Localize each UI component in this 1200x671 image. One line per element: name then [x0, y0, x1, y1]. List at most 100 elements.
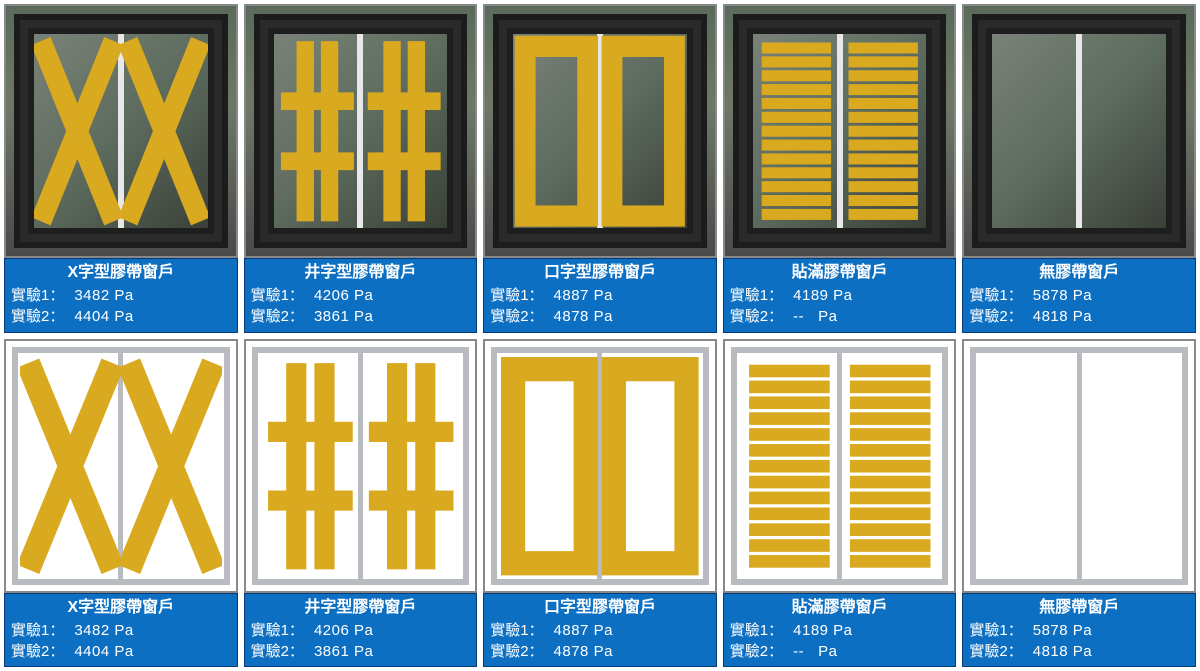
- cell-schem-full: 貼滿膠帶窗戶 實驗1： 4189 Pa 實驗2： -- Pa: [723, 339, 957, 668]
- schematic-center-mullion: [358, 353, 363, 579]
- cell-schem-x: X字型膠帶窗戶 實驗1： 3482 Pa 實驗2： 4404 Pa: [4, 339, 238, 668]
- experiment-1-row: 實驗1： 5878 Pa: [969, 621, 1189, 641]
- experiment-2-value: -- Pa: [793, 642, 837, 662]
- cell-schem-grid: 井字型膠帶窗戶 實驗1： 4206 Pa 實驗2： 3861 Pa: [244, 339, 478, 668]
- experiment-2-label: 實驗2：: [490, 642, 543, 662]
- cell-photo-none: 無膠帶窗戶 實驗1： 5878 Pa 實驗2： 4818 Pa: [962, 4, 1196, 333]
- experiment-1-row: 實驗1： 3482 Pa: [11, 621, 231, 641]
- experiment-2-label: 實驗2：: [11, 642, 64, 662]
- experiment-2-value: 4878 Pa: [554, 642, 613, 662]
- experiment-1-value: 5878 Pa: [1033, 286, 1092, 306]
- experiment-2-label: 實驗2：: [730, 642, 783, 662]
- cell-schem-box: 口字型膠帶窗戶 實驗1： 4887 Pa 實驗2： 4878 Pa: [483, 339, 717, 668]
- caption-title: 口字型膠帶窗戶: [490, 597, 710, 619]
- caption-title: 貼滿膠帶窗戶: [730, 262, 950, 284]
- experiment-1-row: 實驗1： 4206 Pa: [251, 286, 471, 306]
- caption-title: 口字型膠帶窗戶: [490, 262, 710, 284]
- caption-title: X字型膠帶窗戶: [11, 262, 231, 284]
- caption-photo-grid: 井字型膠帶窗戶 實驗1： 4206 Pa 實驗2： 3861 Pa: [244, 258, 478, 332]
- experiment-2-value: 3861 Pa: [314, 642, 373, 662]
- experiment-1-label: 實驗1：: [11, 621, 64, 641]
- caption-title: X字型膠帶窗戶: [11, 597, 231, 619]
- window-schem-full: [723, 339, 957, 593]
- caption-schem-full: 貼滿膠帶窗戶 實驗1： 4189 Pa 實驗2： -- Pa: [723, 593, 957, 667]
- experiment-2-value: 4404 Pa: [74, 307, 133, 327]
- experiment-1-label: 實驗1：: [969, 286, 1022, 306]
- experiment-2-label: 實驗2：: [730, 307, 783, 327]
- experiment-1-label: 實驗1：: [730, 286, 783, 306]
- experiment-2-label: 實驗2：: [251, 307, 304, 327]
- experiment-2-row: 實驗2： 4818 Pa: [969, 307, 1189, 327]
- experiment-2-row: 實驗2： 3861 Pa: [251, 307, 471, 327]
- photo-center-mullion: [118, 34, 124, 228]
- experiment-1-label: 實驗1：: [251, 286, 304, 306]
- caption-photo-full: 貼滿膠帶窗戶 實驗1： 4189 Pa 實驗2： -- Pa: [723, 258, 957, 332]
- experiment-1-value: 5878 Pa: [1033, 621, 1092, 641]
- diagram-grid: X字型膠帶窗戶 實驗1： 3482 Pa 實驗2： 4404 Pa 井字型膠帶窗…: [0, 0, 1200, 671]
- schematic-center-mullion: [837, 353, 842, 579]
- photo-center-mullion: [837, 34, 843, 228]
- experiment-2-label: 實驗2：: [490, 307, 543, 327]
- experiment-2-value: 4818 Pa: [1033, 642, 1092, 662]
- experiment-1-value: 3482 Pa: [74, 286, 133, 306]
- window-schem-grid: [244, 339, 478, 593]
- caption-schem-none: 無膠帶窗戶 實驗1： 5878 Pa 實驗2： 4818 Pa: [962, 593, 1196, 667]
- experiment-2-value: 4818 Pa: [1033, 307, 1092, 327]
- window-photo-grid: [244, 4, 478, 258]
- experiment-1-row: 實驗1： 5878 Pa: [969, 286, 1189, 306]
- schematic-center-mullion: [1077, 353, 1082, 579]
- experiment-2-row: 實驗2： -- Pa: [730, 307, 950, 327]
- experiment-2-row: 實驗2： 4818 Pa: [969, 642, 1189, 662]
- experiment-1-row: 實驗1： 4206 Pa: [251, 621, 471, 641]
- caption-schem-x: X字型膠帶窗戶 實驗1： 3482 Pa 實驗2： 4404 Pa: [4, 593, 238, 667]
- schematic-center-mullion: [597, 353, 602, 579]
- experiment-2-value: -- Pa: [793, 307, 837, 327]
- caption-schem-box: 口字型膠帶窗戶 實驗1： 4887 Pa 實驗2： 4878 Pa: [483, 593, 717, 667]
- experiment-1-row: 實驗1： 4189 Pa: [730, 286, 950, 306]
- experiment-1-label: 實驗1：: [490, 621, 543, 641]
- experiment-2-label: 實驗2：: [11, 307, 64, 327]
- window-photo-x: [4, 4, 238, 258]
- experiment-2-label: 實驗2：: [969, 307, 1022, 327]
- experiment-1-label: 實驗1：: [969, 621, 1022, 641]
- experiment-2-value: 4404 Pa: [74, 642, 133, 662]
- caption-photo-box: 口字型膠帶窗戶 實驗1： 4887 Pa 實驗2： 4878 Pa: [483, 258, 717, 332]
- experiment-2-row: 實驗2： 4878 Pa: [490, 642, 710, 662]
- cell-photo-box: 口字型膠帶窗戶 實驗1： 4887 Pa 實驗2： 4878 Pa: [483, 4, 717, 333]
- window-schem-none: [962, 339, 1196, 593]
- caption-schem-grid: 井字型膠帶窗戶 實驗1： 4206 Pa 實驗2： 3861 Pa: [244, 593, 478, 667]
- window-schem-x: [4, 339, 238, 593]
- experiment-1-row: 實驗1： 3482 Pa: [11, 286, 231, 306]
- caption-photo-x: X字型膠帶窗戶 實驗1： 3482 Pa 實驗2： 4404 Pa: [4, 258, 238, 332]
- caption-title: 井字型膠帶窗戶: [251, 262, 471, 284]
- caption-title: 井字型膠帶窗戶: [251, 597, 471, 619]
- window-photo-full: [723, 4, 957, 258]
- experiment-1-row: 實驗1： 4887 Pa: [490, 621, 710, 641]
- cell-photo-grid: 井字型膠帶窗戶 實驗1： 4206 Pa 實驗2： 3861 Pa: [244, 4, 478, 333]
- cell-photo-x: X字型膠帶窗戶 實驗1： 3482 Pa 實驗2： 4404 Pa: [4, 4, 238, 333]
- experiment-2-row: 實驗2： 3861 Pa: [251, 642, 471, 662]
- experiment-1-value: 4189 Pa: [793, 286, 852, 306]
- experiment-1-value: 4189 Pa: [793, 621, 852, 641]
- experiment-2-row: 實驗2： 4878 Pa: [490, 307, 710, 327]
- window-photo-box: [483, 4, 717, 258]
- window-schem-box: [483, 339, 717, 593]
- experiment-1-row: 實驗1： 4887 Pa: [490, 286, 710, 306]
- experiment-1-value: 4206 Pa: [314, 286, 373, 306]
- experiment-2-value: 3861 Pa: [314, 307, 373, 327]
- experiment-1-label: 實驗1：: [730, 621, 783, 641]
- experiment-2-label: 實驗2：: [251, 642, 304, 662]
- cell-photo-full: 貼滿膠帶窗戶 實驗1： 4189 Pa 實驗2： -- Pa: [723, 4, 957, 333]
- caption-title: 貼滿膠帶窗戶: [730, 597, 950, 619]
- experiment-2-label: 實驗2：: [969, 642, 1022, 662]
- photo-center-mullion: [597, 34, 603, 228]
- experiment-1-label: 實驗1：: [490, 286, 543, 306]
- caption-title: 無膠帶窗戶: [969, 597, 1189, 619]
- experiment-1-row: 實驗1： 4189 Pa: [730, 621, 950, 641]
- caption-title: 無膠帶窗戶: [969, 262, 1189, 284]
- experiment-1-value: 4887 Pa: [554, 621, 613, 641]
- experiment-1-label: 實驗1：: [11, 286, 64, 306]
- experiment-1-value: 4887 Pa: [554, 286, 613, 306]
- experiment-1-value: 4206 Pa: [314, 621, 373, 641]
- photo-center-mullion: [357, 34, 363, 228]
